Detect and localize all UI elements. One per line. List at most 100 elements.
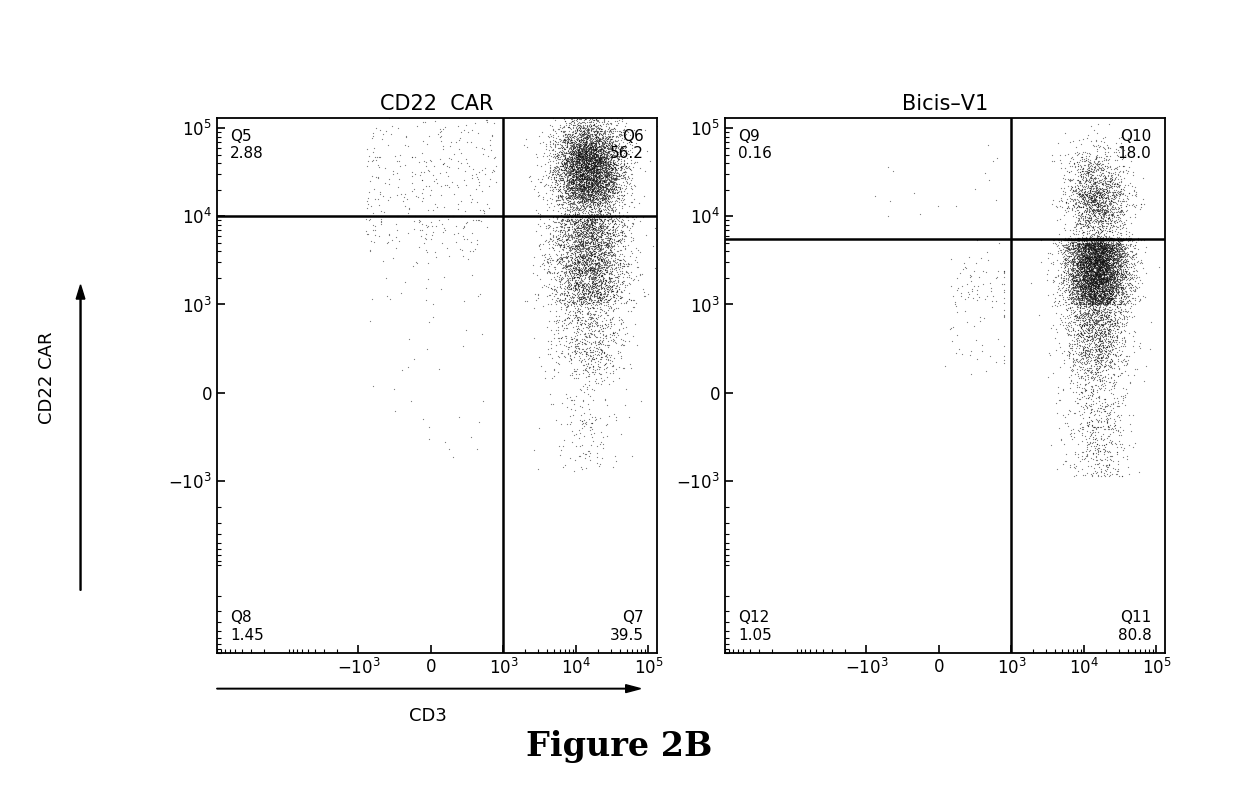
Point [1070,305,1090,318]
Point [603,176,623,189]
Point [442,450,462,463]
Point [591,209,611,222]
Point [551,109,571,121]
Point [1069,291,1089,304]
Point [586,316,606,329]
Point [569,229,589,242]
Point [566,219,586,231]
Point [1090,260,1110,273]
Point [593,175,613,187]
Point [1108,331,1127,343]
Point [1110,261,1130,274]
Point [574,161,593,173]
Point [1105,201,1125,213]
Point [1103,315,1123,327]
Point [559,240,579,253]
Point [590,166,610,179]
Point [1084,234,1104,246]
Point [622,139,642,151]
Point [576,245,596,257]
Point [1104,416,1124,429]
Point [572,184,592,197]
Point [1101,269,1121,282]
Point [556,260,576,272]
Point [1110,297,1130,310]
Point [1093,296,1113,309]
Point [567,302,587,315]
Point [620,138,639,150]
Point [1057,349,1077,361]
Point [1092,280,1111,293]
Point [595,307,615,320]
Point [571,169,591,182]
Point [1073,329,1093,342]
Point [1094,288,1114,301]
Point [1101,258,1121,271]
Point [1072,257,1092,270]
Point [590,244,610,257]
Point [581,162,601,175]
Point [577,151,597,164]
Point [580,262,600,275]
Point [564,243,584,256]
Point [589,152,608,164]
Point [1088,199,1108,212]
Point [559,185,579,198]
Point [1116,214,1136,227]
Point [551,161,571,173]
Point [565,216,585,228]
Point [570,233,590,246]
Point [591,242,611,254]
Point [1093,244,1113,257]
Point [590,353,610,366]
Point [585,182,605,194]
Point [1082,286,1101,298]
Point [1075,234,1095,246]
Point [1108,169,1127,182]
Point [1082,256,1101,268]
Point [586,142,606,154]
Point [1094,318,1114,331]
Point [1078,268,1098,280]
Point [1054,279,1074,291]
Point [1089,349,1109,361]
Point [1093,182,1113,194]
Point [605,172,624,185]
Point [566,182,586,194]
Point [1083,322,1103,334]
Point [1088,186,1108,198]
Point [1088,234,1108,246]
Point [1080,248,1100,260]
Point [591,244,611,257]
Point [608,215,628,227]
Point [1105,216,1125,229]
Point [1085,294,1105,306]
Point [467,171,487,183]
Point [543,183,563,196]
Point [570,128,590,141]
Point [1068,158,1088,171]
Point [1080,269,1100,282]
Point [591,295,611,308]
Point [566,372,586,385]
Point [1072,262,1092,275]
Point [577,348,597,360]
Point [550,238,570,251]
Point [1082,231,1101,243]
Point [561,249,581,261]
Point [561,152,581,164]
Point [1085,191,1105,204]
Point [555,314,575,327]
Point [1079,234,1099,246]
Point [612,257,632,270]
Point [582,142,602,154]
Point [541,371,561,384]
Point [1090,257,1110,270]
Point [1084,285,1104,297]
Point [1073,343,1093,356]
Point [1067,283,1087,296]
Point [549,254,569,267]
Point [1051,244,1070,257]
Point [596,160,616,172]
Point [595,235,615,248]
